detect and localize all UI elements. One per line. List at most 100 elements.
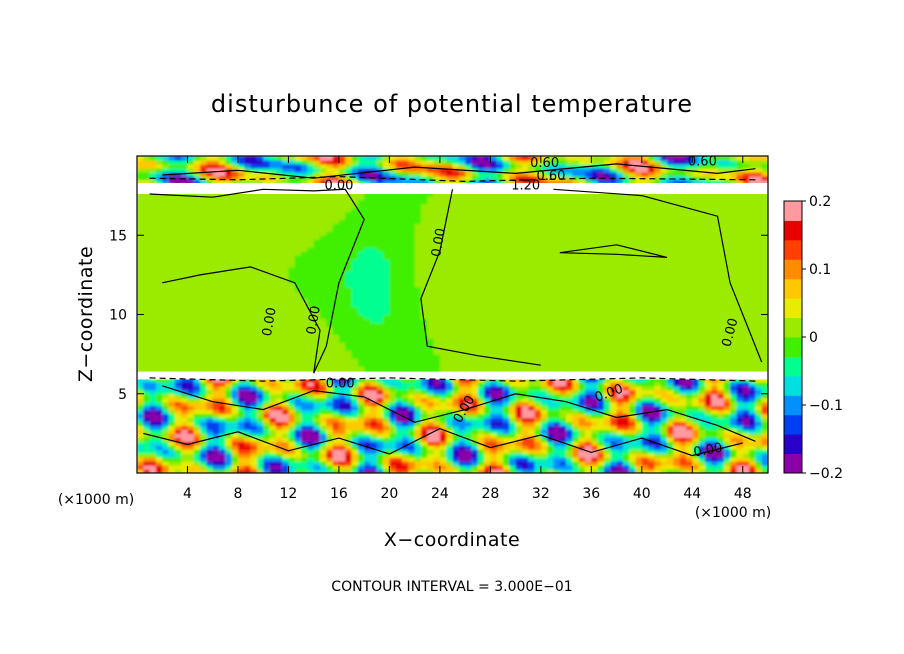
heatmap-cell [383,278,390,284]
heatmap-cell [168,401,176,407]
heatmap-cell [357,171,365,177]
heatmap-cell [408,318,416,324]
heatmap-cell [471,354,479,359]
heatmap-cell [357,441,365,446]
heatmap-cell [174,465,182,470]
heatmap-cell [256,429,264,434]
heatmap-cell [383,381,390,387]
heatmap-cell [319,219,327,224]
heatmap-cell [484,203,491,209]
heatmap-cell [427,326,435,331]
heatmap-cell [174,453,182,458]
heatmap-cell [502,298,510,304]
heatmap-cell [307,425,315,431]
heatmap-cell [288,417,296,423]
heatmap-cell [420,449,428,454]
heatmap-cell [509,159,517,165]
heatmap-cell [490,175,498,181]
heatmap-cell [420,354,428,359]
heatmap-cell [168,251,176,256]
heatmap-cell [219,322,226,327]
heatmap-cell [219,298,226,304]
heatmap-cell [364,199,372,205]
heatmap-cell [319,282,327,288]
heatmap-cell [143,310,151,316]
heatmap-cell [332,358,340,363]
heatmap-cell [319,334,327,339]
heatmap-cell [528,465,536,470]
heatmap-cell [231,274,239,280]
heatmap-cell [307,322,315,327]
heatmap-cell [282,215,290,220]
heatmap-cell [155,243,163,248]
heatmap-cell [326,235,334,240]
heatmap-cell [206,231,214,236]
heatmap-cell [465,445,473,450]
heatmap-cell [502,227,510,232]
heatmap-cell [376,421,384,427]
heatmap-cell [370,393,378,399]
heatmap-cell [231,330,239,335]
heatmap-cell [370,449,378,454]
heatmap-cell [496,409,504,415]
heatmap-cell [212,282,220,288]
heatmap-cell [219,207,226,213]
heatmap-cell [288,346,296,351]
heatmap-cell [502,453,510,458]
heatmap-cell [200,302,208,308]
heatmap-cell [307,171,315,177]
heatmap-cell [383,259,390,264]
heatmap-cell [319,290,327,296]
heatmap-cell [376,358,384,363]
heatmap-cell [168,203,176,209]
heatmap-cell [484,358,491,363]
heatmap-cell [168,314,176,320]
heatmap-cell [402,433,409,438]
heatmap-cell [206,389,214,395]
heatmap-cell [490,167,498,173]
heatmap-cell [288,449,296,454]
heatmap-cell [263,290,271,296]
heatmap-cell [420,413,428,419]
heatmap-cell [484,266,491,272]
heatmap-cell [389,401,397,407]
heatmap-cell [402,421,409,427]
heatmap-cell [181,453,189,458]
heatmap-cell [477,247,485,252]
heatmap-cell [137,417,144,423]
heatmap-cell [408,449,416,454]
heatmap-cell [357,262,365,268]
heatmap-cell [345,219,353,224]
heatmap-cell [496,334,504,339]
heatmap-cell [206,409,214,415]
heatmap-cell [181,239,189,244]
heatmap-cell [212,251,220,256]
heatmap-cell [420,195,428,201]
heatmap-cell [345,425,353,431]
heatmap-cell [427,156,435,161]
heatmap-cell [389,270,397,276]
heatmap-cell [200,159,208,165]
heatmap-cell [471,290,479,296]
heatmap-cell [225,310,233,316]
heatmap-cell [458,330,466,335]
heatmap-cell [307,314,315,320]
heatmap-cell [168,457,176,462]
heatmap-cell [212,203,220,209]
heatmap-cell [364,215,372,220]
heatmap-cell [187,326,195,331]
heatmap-cell [269,203,277,209]
heatmap-cell [149,286,157,292]
heatmap-cell [263,421,271,427]
heatmap-cell [490,322,498,327]
heatmap-cell [376,385,384,391]
heatmap-cell [502,381,510,387]
heatmap-cell [193,227,201,232]
heatmap-cell [332,266,340,272]
heatmap-cell [471,389,479,395]
heatmap-cell [212,266,220,272]
heatmap-cell [376,302,384,308]
heatmap-cell [364,461,372,466]
heatmap-cell [465,286,473,292]
heatmap-cell [357,219,365,224]
